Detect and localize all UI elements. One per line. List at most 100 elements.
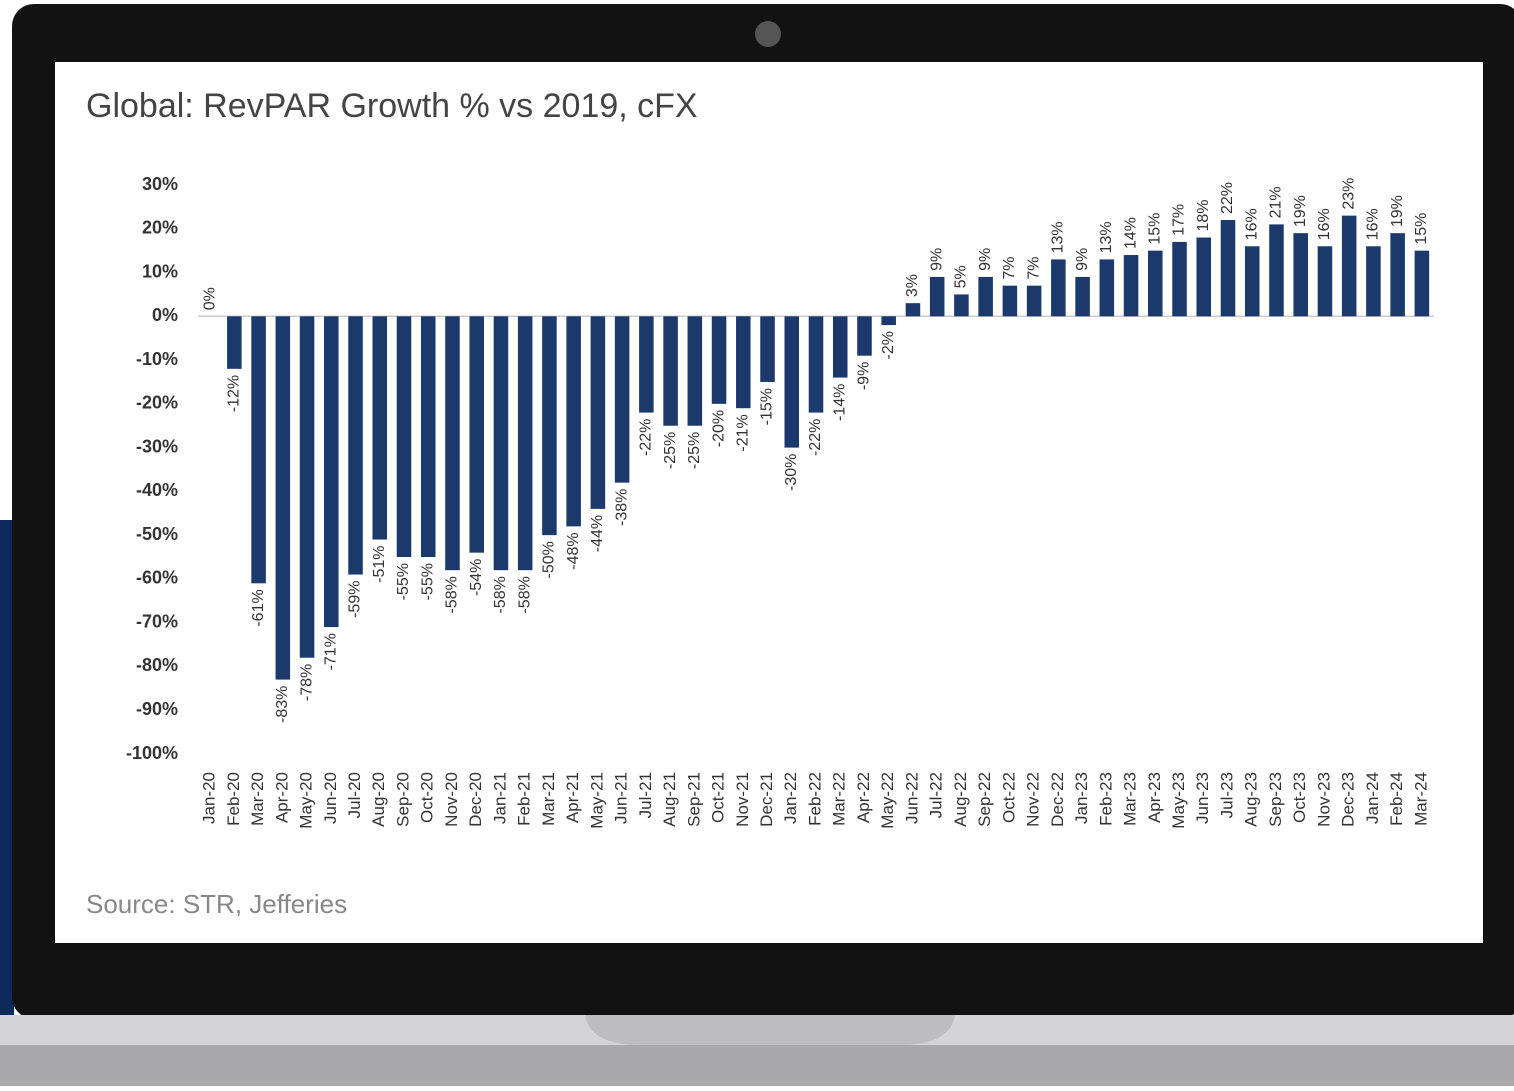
bar — [1172, 241, 1187, 317]
value-label: -21% — [735, 414, 752, 451]
x-tick-label: Nov-21 — [733, 772, 752, 827]
chart-title: Global: RevPAR Growth % vs 2019, cFX — [86, 87, 698, 125]
background-strip — [0, 520, 14, 1015]
value-label: 3% — [904, 274, 921, 297]
bar — [784, 316, 800, 448]
bar — [614, 316, 630, 483]
x-tick-label: Apr-21 — [563, 772, 582, 823]
bar — [493, 316, 509, 571]
bar — [251, 316, 266, 584]
x-tick-label: Mar-20 — [248, 772, 267, 826]
value-label: -12% — [226, 375, 243, 412]
x-tick-label: May-23 — [1169, 772, 1188, 829]
x-tick-label: Aug-23 — [1242, 772, 1261, 827]
bar — [1390, 233, 1405, 317]
x-tick-label: Sep-20 — [393, 772, 412, 827]
x-tick-label: Apr-22 — [854, 772, 873, 823]
bar — [639, 316, 654, 413]
value-label: -83% — [274, 686, 291, 723]
value-label: -30% — [783, 454, 800, 491]
bar — [372, 316, 388, 540]
x-tick-label: Mar-24 — [1411, 772, 1430, 826]
bar — [1269, 224, 1284, 317]
x-tick-label: Jun-20 — [321, 772, 340, 824]
y-tick-label: -20% — [136, 393, 178, 413]
x-tick-label: Nov-22 — [1024, 772, 1043, 827]
value-label: 14% — [1122, 217, 1139, 249]
x-tick-label: Jan-21 — [490, 772, 509, 824]
value-label: -54% — [468, 559, 485, 596]
y-tick-label: 10% — [142, 261, 178, 281]
y-tick-label: -90% — [136, 699, 178, 719]
x-tick-label: Jun-21 — [612, 772, 631, 824]
x-tick-label: Nov-23 — [1314, 772, 1333, 827]
x-tick-label: May-20 — [297, 772, 316, 829]
y-tick-label: -10% — [136, 349, 178, 369]
x-tick-label: Oct-23 — [1290, 772, 1309, 823]
x-tick-label: Feb-24 — [1387, 772, 1406, 826]
value-label: -20% — [710, 410, 727, 447]
value-label: -48% — [565, 532, 582, 569]
value-label: 21% — [1268, 186, 1285, 218]
bar — [299, 316, 315, 658]
bar — [857, 316, 872, 356]
x-tick-label: May-22 — [878, 772, 897, 829]
x-tick-label: Sep-22 — [975, 772, 994, 827]
bar — [348, 316, 363, 575]
value-label: 15% — [1147, 213, 1164, 245]
bar — [1244, 246, 1260, 317]
value-label: 9% — [928, 248, 945, 271]
value-label: -55% — [419, 563, 436, 600]
laptop-notch — [585, 1015, 955, 1045]
value-label: -55% — [395, 563, 412, 600]
bar — [1099, 259, 1115, 317]
x-tick-label: Jan-23 — [1072, 772, 1091, 824]
x-tick-label: Jan-22 — [781, 772, 800, 824]
bar — [396, 316, 412, 558]
x-tick-label: Jul-21 — [636, 772, 655, 818]
value-label: -50% — [541, 541, 558, 578]
y-tick-label: -80% — [136, 655, 178, 675]
y-tick-label: 30% — [142, 174, 178, 194]
x-tick-label: Aug-21 — [660, 772, 679, 827]
value-label: 23% — [1340, 178, 1357, 210]
value-label: -22% — [638, 419, 655, 456]
value-label: -58% — [444, 576, 461, 613]
camera — [755, 21, 781, 47]
x-tick-label: Aug-20 — [369, 772, 388, 827]
chart-source: Source: STR, Jefferies — [86, 889, 347, 919]
bar — [445, 316, 460, 571]
x-tick-label: Jan-24 — [1363, 772, 1382, 824]
bar — [1366, 246, 1381, 317]
value-label: 13% — [1050, 221, 1067, 253]
value-label: -78% — [298, 664, 315, 701]
bar — [542, 316, 557, 536]
value-label: -58% — [492, 576, 509, 613]
value-label: -25% — [662, 432, 679, 469]
value-label: -38% — [613, 489, 630, 526]
bar — [1220, 220, 1236, 317]
x-tick-label: Apr-23 — [1145, 772, 1164, 823]
value-label: 9% — [1074, 248, 1091, 271]
value-label: -15% — [759, 388, 776, 425]
x-tick-label: Feb-22 — [805, 772, 824, 826]
x-tick-label: Sep-21 — [684, 772, 703, 827]
screen — [55, 62, 1483, 943]
x-tick-label: May-21 — [587, 772, 606, 829]
x-tick-label: Jan-20 — [200, 772, 219, 824]
bar — [1123, 255, 1139, 317]
x-tick-label: Jun-23 — [1193, 772, 1212, 824]
bar — [1148, 250, 1163, 317]
bar — [275, 316, 291, 680]
x-tick-label: Mar-23 — [1121, 772, 1140, 826]
value-label: 22% — [1219, 182, 1236, 214]
x-tick-label: Jun-22 — [902, 772, 921, 824]
x-tick-label: Apr-20 — [272, 772, 291, 823]
value-label: 5% — [953, 265, 970, 288]
bar — [324, 316, 339, 628]
bar — [954, 294, 969, 317]
value-label: 19% — [1292, 195, 1309, 227]
bar — [420, 316, 436, 558]
x-tick-label: Aug-22 — [951, 772, 970, 827]
